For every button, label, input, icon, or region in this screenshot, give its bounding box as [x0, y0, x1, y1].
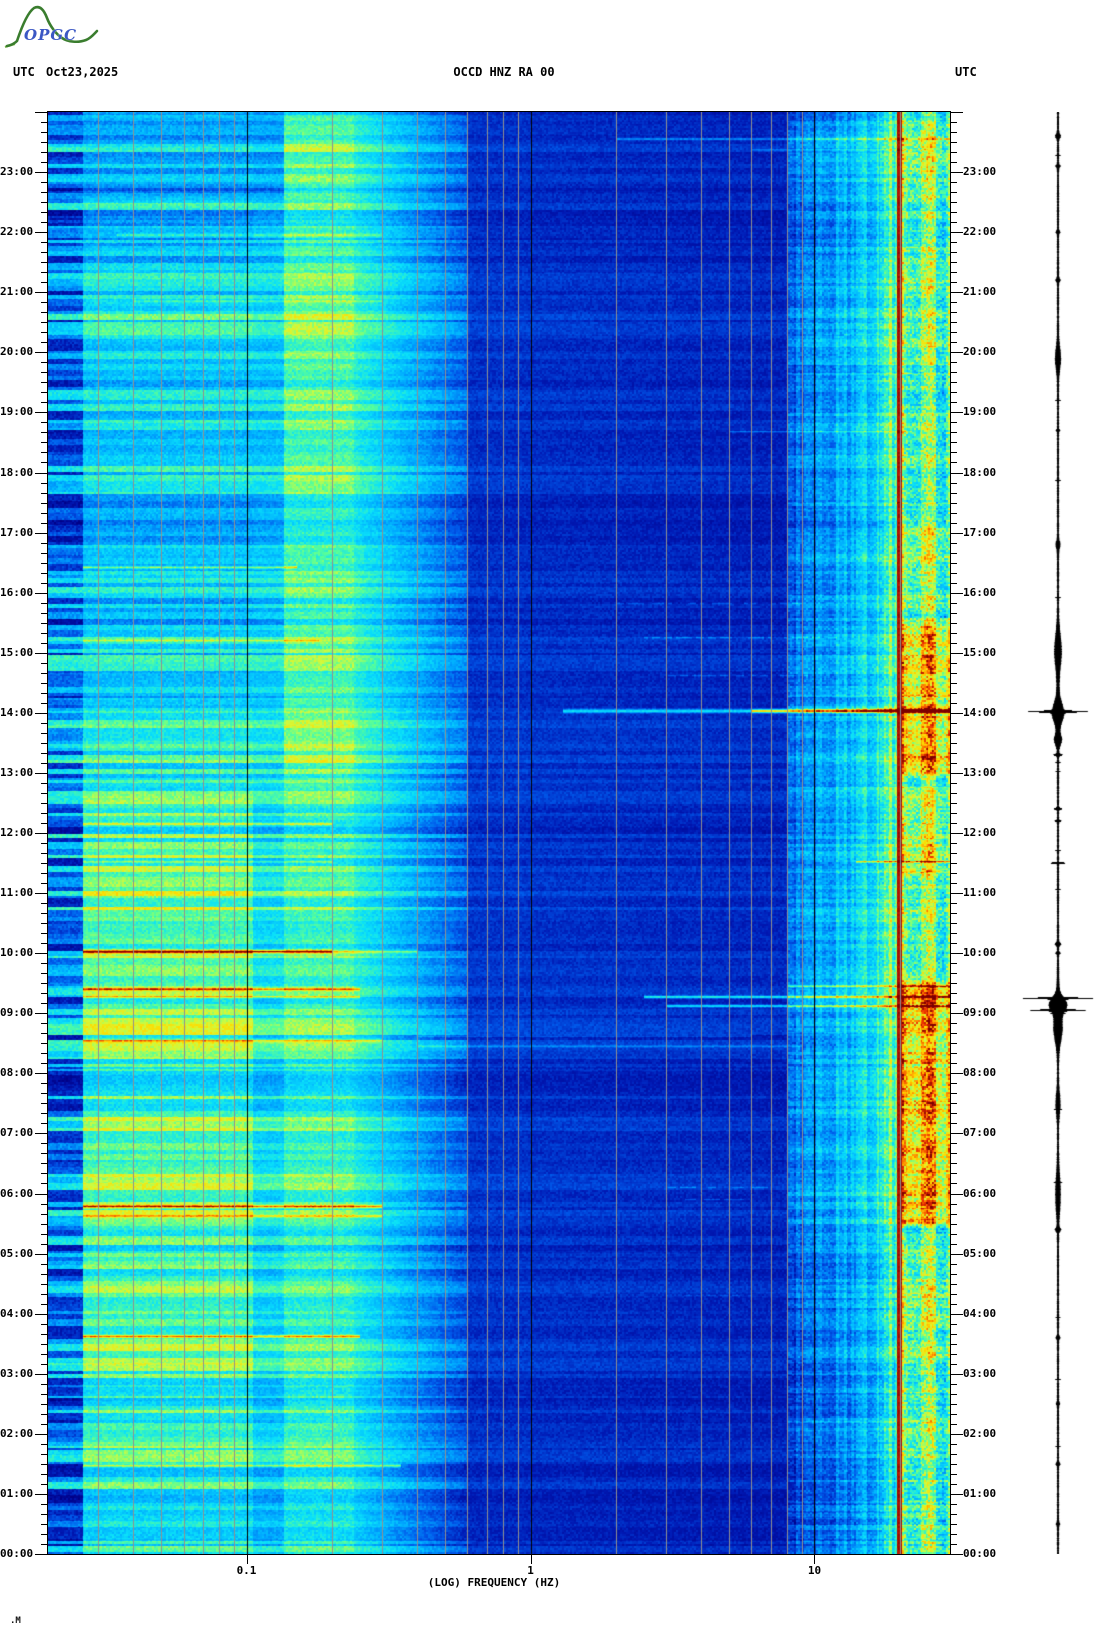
time-label-right: 05:00	[963, 1246, 997, 1260]
time-label-left: 22:00	[0, 225, 34, 239]
time-label-left: 14:00	[0, 705, 34, 719]
time-label-left: 03:00	[0, 1366, 34, 1380]
time-label-left: 16:00	[0, 585, 34, 599]
time-label-right: 19:00	[963, 405, 997, 419]
time-label-right: 06:00	[963, 1186, 997, 1200]
time-label-right: 01:00	[963, 1486, 997, 1500]
time-label-right: 12:00	[963, 826, 997, 839]
time-label-right: 16:00	[963, 585, 997, 599]
time-label-right: 03:00	[963, 1366, 997, 1380]
time-label-right: 02:00	[963, 1426, 997, 1440]
logo-mountain	[5, 5, 99, 48]
time-label-right: 10:00	[963, 946, 997, 960]
header-station: OCCD HNZ RA 00	[453, 65, 555, 79]
time-label-left: 07:00	[0, 1126, 34, 1140]
seismogram-trace-canvas	[1013, 112, 1102, 1554]
time-label-left: 05:00	[0, 1246, 34, 1260]
corner-mark: .M	[10, 1616, 21, 1626]
time-label-left: 09:00	[0, 1006, 34, 1020]
time-label-left: 23:00	[0, 165, 34, 179]
freq-tick-label: 0.1	[236, 1564, 257, 1577]
header-utc-left: UTC	[13, 65, 35, 79]
time-label-right: 00:00	[963, 1547, 997, 1560]
freq-tick-label: 10	[807, 1564, 822, 1577]
time-label-right: 20:00	[963, 345, 997, 359]
time-label-left: 00:00	[0, 1547, 34, 1560]
freq-tick-label: 1	[527, 1564, 534, 1577]
logo-text: OPGC	[24, 26, 78, 44]
time-label-right: 04:00	[963, 1306, 997, 1320]
time-label-right: 17:00	[963, 525, 997, 539]
time-label-right: 09:00	[963, 1006, 997, 1020]
time-label-left: 17:00	[0, 525, 34, 539]
header-date: Oct23,2025	[46, 65, 119, 79]
time-label-right: 11:00	[963, 886, 997, 900]
time-label-right: 18:00	[963, 465, 997, 479]
time-label-right: 07:00	[963, 1126, 997, 1140]
time-label-left: 11:00	[0, 886, 34, 900]
time-label-left: 13:00	[0, 765, 34, 779]
freq-axis-title: (LOG) FREQUENCY (HZ)	[427, 1576, 561, 1589]
time-label-right: 21:00	[963, 285, 997, 299]
time-label-left: 18:00	[0, 465, 34, 479]
time-label-left: 21:00	[0, 285, 34, 299]
time-label-left: 02:00	[0, 1426, 34, 1440]
time-label-left: 01:00	[0, 1486, 34, 1500]
time-label-left: 08:00	[0, 1066, 34, 1080]
opgc-logo	[4, 5, 99, 48]
time-label-left: 12:00	[0, 826, 34, 839]
time-label-left: 15:00	[0, 645, 34, 659]
spectrogram-canvas	[47, 111, 951, 1555]
time-label-right: 08:00	[963, 1066, 997, 1080]
time-label-right: 15:00	[963, 645, 997, 659]
time-label-left: 04:00	[0, 1306, 34, 1320]
time-label-left: 20:00	[0, 345, 34, 359]
header-utc-right: UTC	[955, 65, 977, 79]
time-label-left: 10:00	[0, 946, 34, 960]
time-label-right: 23:00	[963, 165, 997, 179]
time-label-left: 19:00	[0, 405, 34, 419]
time-label-left: 06:00	[0, 1186, 34, 1200]
time-label-right: 14:00	[963, 705, 997, 719]
time-label-right: 13:00	[963, 765, 997, 779]
time-label-right: 22:00	[963, 225, 997, 239]
